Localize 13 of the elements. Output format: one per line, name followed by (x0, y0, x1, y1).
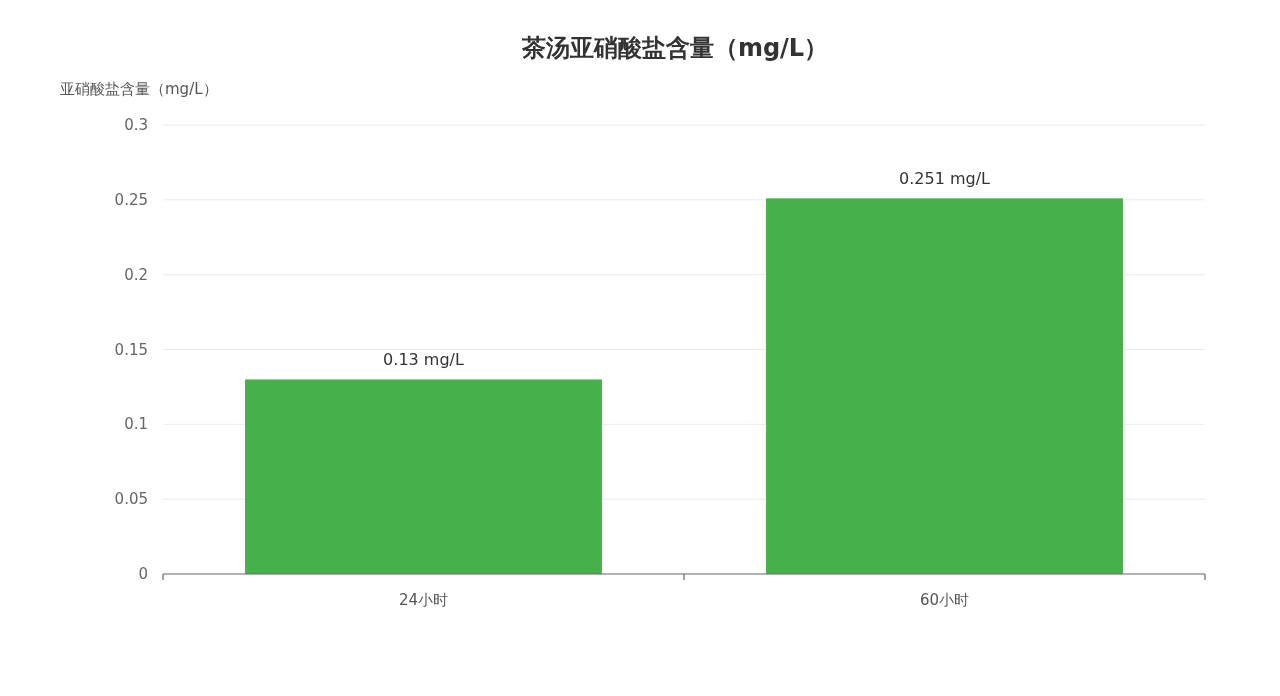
data-label: 0.13 mg/L (383, 350, 464, 370)
x-tick-label: 24小时 (398, 591, 449, 609)
y-tick-label: 0.2 (124, 265, 148, 284)
y-tick-label: 0.05 (114, 490, 148, 509)
y-tick-label: 0.25 (114, 190, 148, 209)
chart-title: 茶汤亚硝酸盐含量（mg/L） (520, 34, 829, 62)
y-tick-label: 0.1 (124, 415, 148, 434)
y-tick-label: 0.3 (124, 116, 148, 134)
y-tick-label: 0.15 (114, 340, 148, 359)
y-tick-label: 0 (138, 565, 148, 583)
x-tick-label: 60小时 (919, 591, 970, 609)
y-axis-title: 亚硝酸盐含量（mg/L） (60, 80, 218, 98)
data-label: 0.251 mg/L (899, 169, 991, 189)
